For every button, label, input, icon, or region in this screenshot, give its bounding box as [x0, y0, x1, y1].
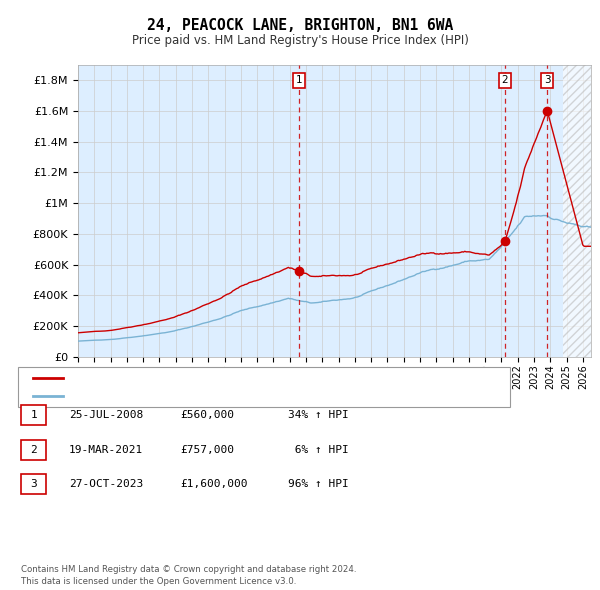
Text: £1,600,000: £1,600,000	[180, 479, 248, 489]
Text: £757,000: £757,000	[180, 445, 234, 454]
Text: 24, PEACOCK LANE, BRIGHTON, BN1 6WA (detached house): 24, PEACOCK LANE, BRIGHTON, BN1 6WA (det…	[70, 373, 395, 384]
Bar	[563, 65, 591, 357]
Text: 27-OCT-2023: 27-OCT-2023	[69, 479, 143, 489]
Text: HPI: Average price, detached house, Brighton and Hove: HPI: Average price, detached house, Brig…	[70, 391, 401, 401]
Text: 96% ↑ HPI: 96% ↑ HPI	[288, 479, 349, 489]
Text: 25-JUL-2008: 25-JUL-2008	[69, 411, 143, 420]
Text: Price paid vs. HM Land Registry's House Price Index (HPI): Price paid vs. HM Land Registry's House …	[131, 34, 469, 47]
Text: 1: 1	[30, 411, 37, 420]
Text: This data is licensed under the Open Government Licence v3.0.: This data is licensed under the Open Gov…	[21, 577, 296, 586]
Text: 3: 3	[544, 75, 551, 85]
Text: 1: 1	[296, 75, 302, 85]
Text: 34% ↑ HPI: 34% ↑ HPI	[288, 411, 349, 420]
Text: 2: 2	[502, 75, 508, 85]
Text: 6% ↑ HPI: 6% ↑ HPI	[288, 445, 349, 454]
Text: 19-MAR-2021: 19-MAR-2021	[69, 445, 143, 454]
Text: 3: 3	[30, 479, 37, 489]
Text: 24, PEACOCK LANE, BRIGHTON, BN1 6WA: 24, PEACOCK LANE, BRIGHTON, BN1 6WA	[147, 18, 453, 32]
Text: £560,000: £560,000	[180, 411, 234, 420]
Text: Contains HM Land Registry data © Crown copyright and database right 2024.: Contains HM Land Registry data © Crown c…	[21, 565, 356, 574]
Text: 2: 2	[30, 445, 37, 454]
